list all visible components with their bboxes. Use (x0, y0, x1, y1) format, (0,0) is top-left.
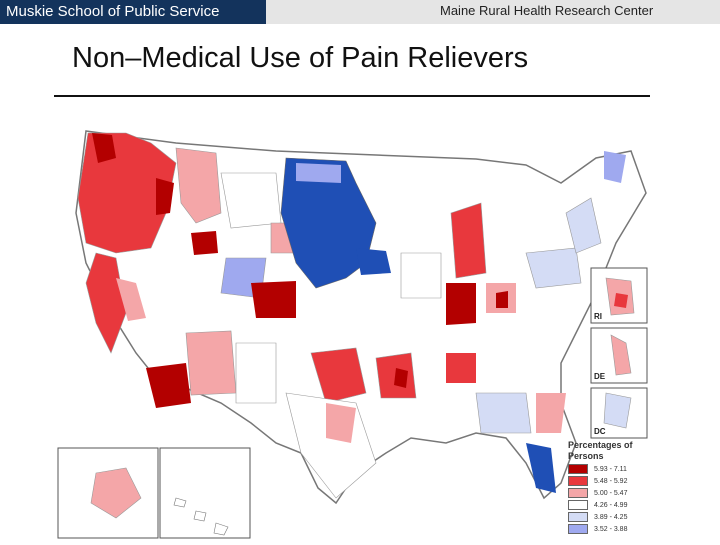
legend-title: Percentages of Persons (568, 440, 648, 462)
legend-swatch (568, 512, 588, 523)
legend-item: 5.93 - 7.11 (568, 464, 652, 475)
legend-item: 3.89 - 4.25 (568, 512, 652, 523)
org-name: Muskie School of Public Service (0, 0, 266, 24)
inset-de-label: DE (594, 372, 606, 381)
legend-label: 3.52 - 3.88 (594, 526, 628, 533)
slide-title: Non–Medical Use of Pain Relievers (72, 42, 529, 74)
legend-label: 3.89 - 4.25 (594, 514, 628, 521)
legend-swatch (568, 488, 588, 499)
legend-item: 3.52 - 3.88 (568, 524, 652, 535)
title-rule (54, 95, 650, 97)
legend-swatch (568, 464, 588, 475)
legend-swatch (568, 476, 588, 487)
header-bar: Muskie School of Public Service Maine Ru… (0, 0, 720, 24)
legend-item: 4.26 - 4.99 (568, 500, 652, 511)
legend-item: 5.00 - 5.47 (568, 488, 652, 499)
us-map-svg: RI DE DC (57, 130, 648, 539)
legend-label: 5.48 - 5.92 (594, 478, 628, 485)
legend-title-line1: Percentages of (568, 440, 633, 450)
legend-title-line2: Persons (568, 451, 604, 461)
plains-dark-blue (280, 157, 377, 289)
center-name: Maine Rural Health Research Center (440, 3, 654, 18)
inset-ri-label: RI (594, 312, 602, 321)
legend-item: 5.48 - 5.92 (568, 476, 652, 487)
inset-dc-label: DC (594, 427, 606, 436)
mountain-pink (175, 147, 222, 224)
legend-label: 4.26 - 4.99 (594, 502, 628, 509)
pacific-nw-region (77, 132, 177, 254)
inset-hawaii (159, 447, 251, 539)
nw-dark-region (92, 133, 116, 163)
legend-swatch (568, 500, 588, 511)
legend-swatch (568, 524, 588, 535)
legend-label: 5.93 - 7.11 (594, 466, 627, 473)
legend-label: 5.00 - 5.47 (594, 490, 628, 497)
us-map: RI DE DC (56, 103, 648, 540)
